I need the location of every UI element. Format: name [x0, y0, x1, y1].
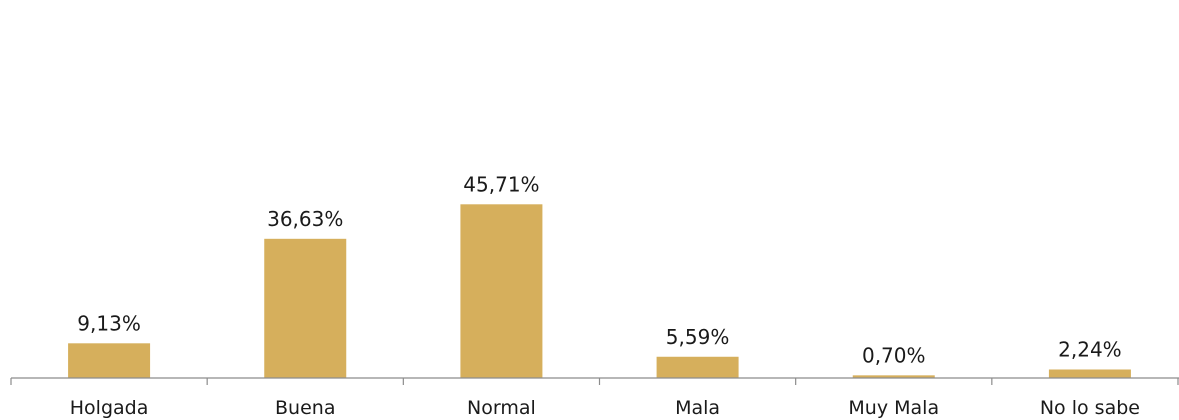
x-tick-label: Muy Mala — [848, 397, 939, 419]
bar-normal — [460, 204, 543, 378]
data-labels-layer: 9,13% 36,63% 45,71% 5,59% 0,70% 2,24% — [77, 172, 1121, 367]
bar-holgada — [68, 343, 151, 378]
bars-layer — [68, 204, 1131, 378]
data-label: 36,63% — [267, 207, 343, 231]
data-label: 2,24% — [1058, 337, 1122, 361]
x-axis — [10, 377, 1179, 385]
data-label: 45,71% — [463, 172, 539, 196]
x-tick-label: Buena — [275, 397, 335, 419]
bar-buena — [264, 238, 347, 378]
x-tick-label: Normal — [467, 397, 536, 419]
bar-no-lo-sabe — [1048, 369, 1131, 378]
data-label: 9,13% — [77, 311, 141, 335]
data-label: 0,70% — [862, 343, 926, 367]
x-tick-label: Holgada — [70, 397, 149, 419]
x-tick-label: Mala — [675, 397, 720, 419]
bar-muy-mala — [852, 375, 935, 378]
bar-mala — [656, 356, 739, 378]
x-tick-labels-layer: Holgada Buena Normal Mala Muy Mala No lo sabe — [70, 397, 1140, 419]
x-tick-label: No lo sabe — [1040, 397, 1140, 419]
data-label: 5,59% — [666, 325, 730, 349]
